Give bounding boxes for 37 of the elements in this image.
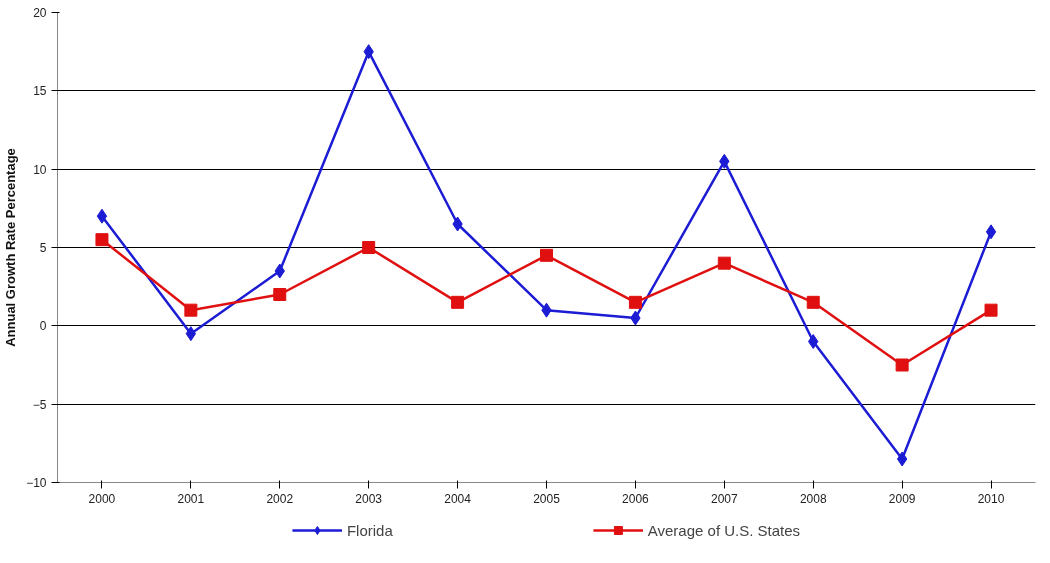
point [184, 303, 198, 317]
y-tick-label: 15 [33, 84, 47, 99]
y-tick-label: −10 [26, 476, 47, 490]
point [808, 334, 819, 349]
point [96, 208, 108, 224]
point [362, 241, 376, 254]
point [451, 295, 465, 309]
y-tick-label: 0 [39, 319, 47, 334]
legend-label: Florida [346, 521, 393, 539]
x-tick-label: 2005 [533, 491, 561, 506]
x-tick-label: 2010 [977, 491, 1005, 506]
y-tick-label: 5 [39, 241, 47, 255]
y-tick-label: −5 [32, 397, 47, 412]
point [185, 326, 197, 342]
point [540, 248, 553, 262]
x-tick-label: 2009 [888, 491, 916, 506]
x-tick-label: 2007 [710, 491, 738, 506]
x-tick-label: 2001 [177, 491, 205, 506]
x-tick-label: 2006 [622, 491, 650, 506]
point [896, 451, 908, 467]
point [95, 233, 109, 247]
point [895, 358, 909, 372]
y-tick-label: 10 [33, 162, 47, 177]
x-tick-label: 2000 [88, 491, 116, 506]
x-tick-label: 2002 [266, 491, 294, 506]
x-tick-label: 2003 [355, 491, 383, 506]
x-tick-label: 2004 [444, 491, 472, 506]
point [985, 224, 997, 240]
point [806, 295, 820, 309]
point [273, 288, 287, 301]
point [984, 303, 998, 317]
legend-label: Average of U.S. States [647, 521, 801, 539]
x-tick-label: 2008 [799, 491, 827, 506]
y-axis-title: Annual Growth Rate Percentage [3, 148, 19, 347]
point [717, 256, 731, 270]
y-tick-label: 20 [33, 6, 47, 20]
point [628, 295, 642, 309]
